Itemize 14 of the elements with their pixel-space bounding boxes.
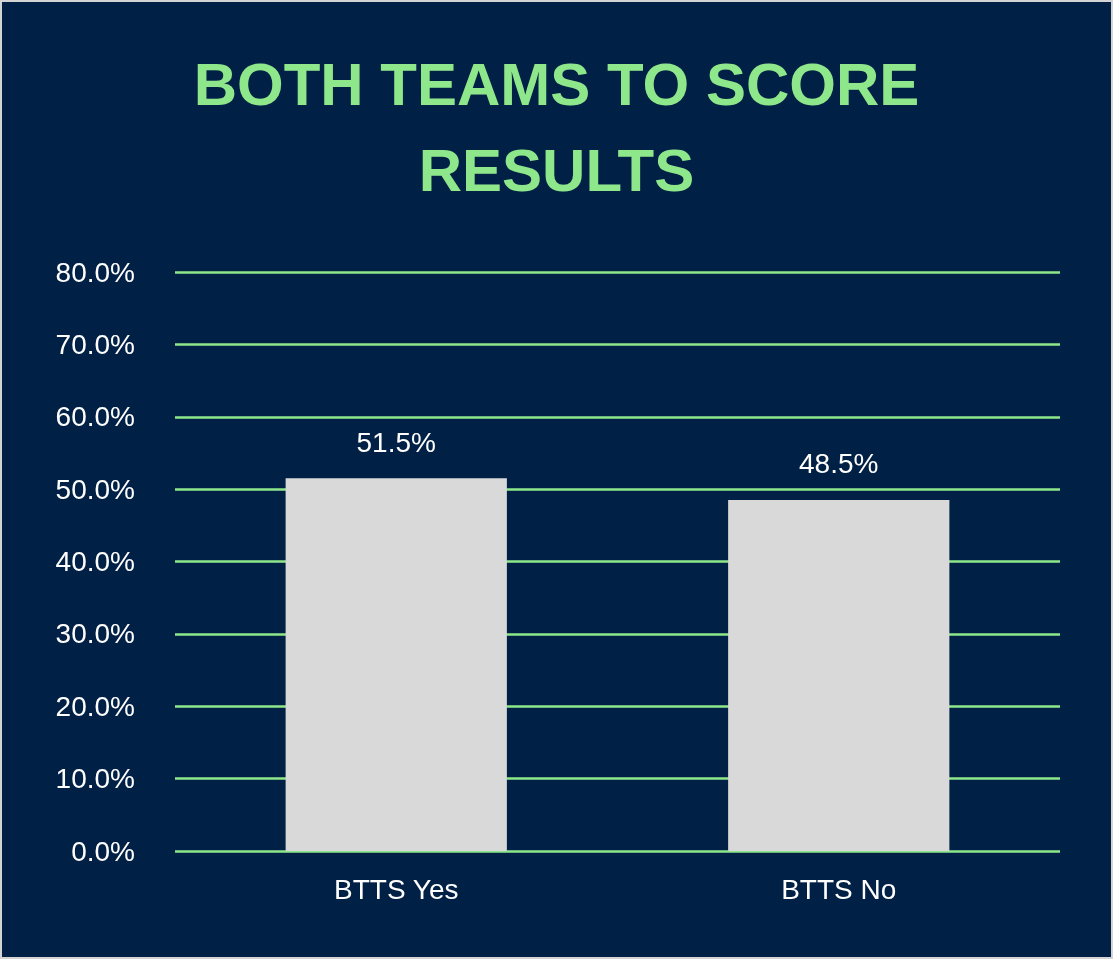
- x-tick-label: BTTS Yes: [333, 873, 459, 905]
- data-label: 51.5%: [356, 426, 436, 458]
- y-tick-label: 40.0%: [55, 546, 135, 577]
- y-tick-label: 60.0%: [55, 401, 135, 433]
- data-label: 48.5%: [799, 448, 879, 480]
- y-tick-label: 0.0%: [71, 835, 135, 867]
- y-tick-label: 70.0%: [55, 328, 135, 360]
- y-tick-label: 80.0%: [55, 256, 135, 288]
- y-tick-label: 30.0%: [55, 618, 135, 650]
- y-tick-label: 10.0%: [55, 763, 135, 795]
- chart-title: BOTH TEAMS TO SCORE RESULTS: [192, 50, 921, 206]
- y-tick-label: 20.0%: [55, 690, 135, 722]
- x-tick-label: BTTS No: [781, 873, 897, 905]
- y-tick-label: 50.0%: [55, 473, 135, 505]
